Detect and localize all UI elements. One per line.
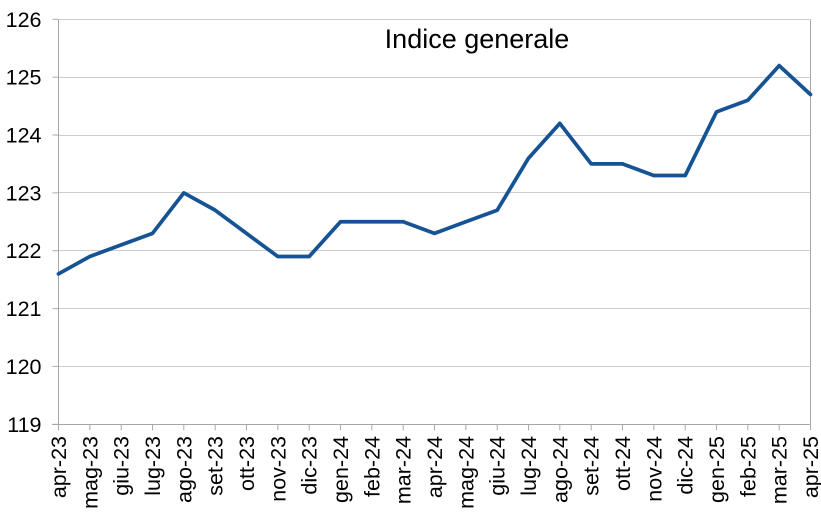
svg-text:ott-23: ott-23 <box>235 436 259 491</box>
svg-text:set-23: set-23 <box>204 436 228 496</box>
svg-text:apr-25: apr-25 <box>799 436 821 498</box>
svg-text:119: 119 <box>7 413 41 437</box>
svg-text:dic-23: dic-23 <box>298 436 322 495</box>
svg-text:set-24: set-24 <box>580 436 604 496</box>
svg-text:123: 123 <box>6 181 42 205</box>
svg-text:apr-24: apr-24 <box>423 436 447 498</box>
svg-text:125: 125 <box>6 66 42 90</box>
svg-text:gen-24: gen-24 <box>329 436 353 503</box>
svg-text:ott-24: ott-24 <box>611 436 635 491</box>
svg-text:ago-23: ago-23 <box>172 436 196 503</box>
svg-text:giu-24: giu-24 <box>486 436 510 496</box>
svg-text:124: 124 <box>6 124 42 148</box>
svg-text:lug-23: lug-23 <box>141 436 165 496</box>
svg-text:dic-24: dic-24 <box>674 436 698 495</box>
svg-text:giu-23: giu-23 <box>110 436 134 496</box>
svg-text:feb-25: feb-25 <box>736 436 760 497</box>
svg-text:apr-23: apr-23 <box>47 436 71 498</box>
svg-text:feb-24: feb-24 <box>360 436 384 497</box>
svg-text:lug-24: lug-24 <box>517 436 541 496</box>
svg-text:Indice generale: Indice generale <box>385 24 570 54</box>
svg-text:mar-24: mar-24 <box>392 436 416 504</box>
svg-text:nov-24: nov-24 <box>642 436 666 502</box>
svg-text:126: 126 <box>6 8 42 32</box>
svg-text:ago-24: ago-24 <box>548 436 572 503</box>
svg-text:122: 122 <box>6 239 42 263</box>
svg-text:mag-23: mag-23 <box>78 436 102 509</box>
svg-text:nov-23: nov-23 <box>266 436 290 502</box>
svg-text:mar-25: mar-25 <box>768 436 792 504</box>
svg-text:gen-25: gen-25 <box>705 436 729 503</box>
svg-text:mag-24: mag-24 <box>454 436 478 509</box>
svg-text:121: 121 <box>6 297 42 321</box>
svg-text:120: 120 <box>6 355 42 379</box>
